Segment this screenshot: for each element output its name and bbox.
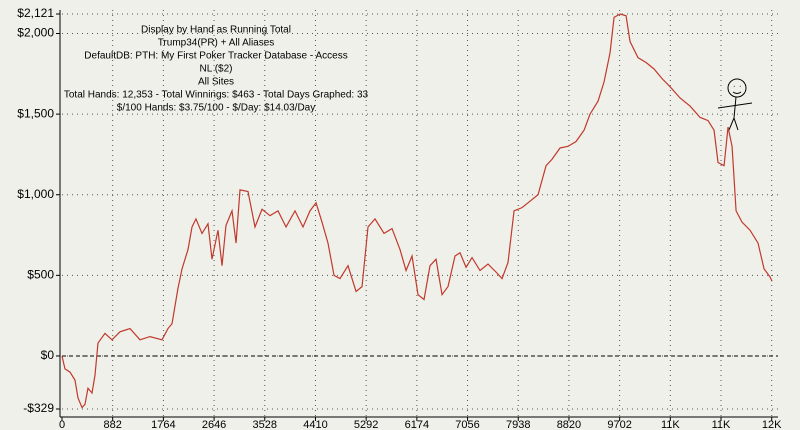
x-tick-label: 7056 (455, 419, 479, 430)
y-tick-label: $2,121 (17, 6, 54, 20)
figure-eye (733, 85, 735, 87)
annotation-line: NL ($2) (200, 64, 233, 75)
annotation-line: DefaultDB: PTH: My First Poker Tracker D… (84, 51, 347, 62)
stick-figure (717, 78, 753, 131)
figure-eye (739, 85, 741, 87)
x-tick-label: 11K (712, 419, 731, 430)
annotation-line: $/100 Hands: $3.75/100 - $/Day: $14.03/D… (117, 103, 315, 114)
figure-head (727, 78, 747, 98)
y-tick-label: $1,000 (17, 187, 54, 201)
x-tick-label: 1764 (151, 419, 175, 430)
line (61, 13, 773, 409)
x-tick-label: 0 (59, 419, 65, 430)
annotations: Display by Hand as Running Total Trump34(… (64, 25, 369, 114)
x-tick-label: 2646 (202, 419, 226, 430)
y-tick-label: $0 (41, 348, 55, 362)
figure-mouth (732, 91, 742, 94)
annotation-line: All Sites (198, 77, 234, 88)
x-tick-label: 9702 (607, 419, 631, 430)
x-tick-label: 3528 (253, 419, 277, 430)
x-tick-label: 4410 (303, 419, 327, 430)
figure-body (733, 96, 737, 119)
figure-leg (728, 117, 735, 131)
annotation-line: Total Hands: 12,353 - Total Winnings: $4… (64, 90, 369, 101)
annotation-line: Trump34(PR) + All Aliases (158, 38, 275, 49)
x-tick-label: 882 (104, 419, 122, 430)
x-tick-label: 5292 (354, 419, 378, 430)
y-tick-label: -$329 (23, 401, 54, 415)
y-tick-label: $1,500 (17, 106, 54, 120)
x-tick-label: 12K (762, 419, 782, 430)
x-tick-label: 7938 (506, 419, 530, 430)
annotation-line: Display by Hand as Running Total (141, 25, 291, 36)
y-tick-label: $500 (27, 268, 54, 282)
figure-arms (717, 102, 753, 109)
x-tick-label: 11K (661, 419, 680, 430)
y-tick-label: $2,000 (17, 26, 54, 40)
x-tick-label: 8820 (557, 419, 581, 430)
figure-leg (733, 117, 739, 131)
x-tick-label: 6174 (405, 419, 429, 430)
